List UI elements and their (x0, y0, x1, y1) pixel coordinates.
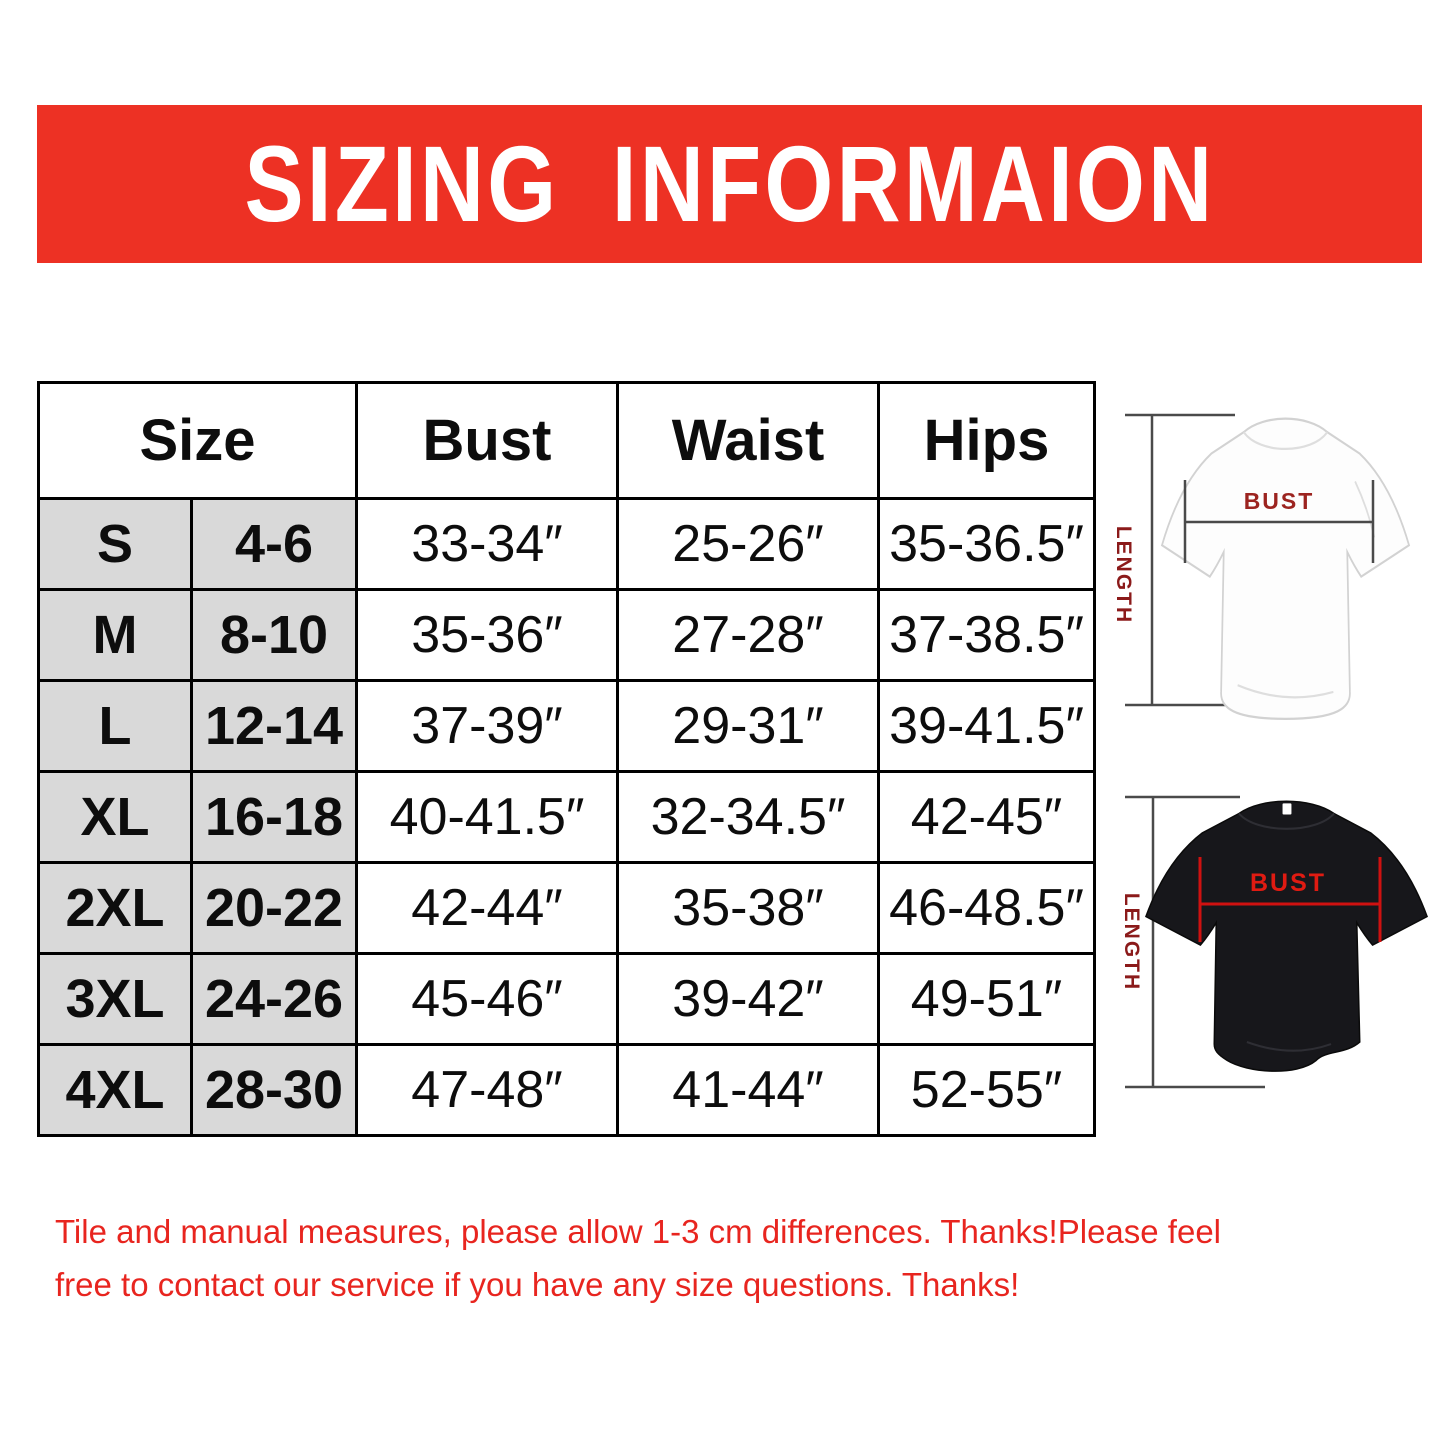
bust-value: 45-46″ (358, 955, 616, 1043)
hips-value: 49-51″ (880, 955, 1093, 1043)
size-label: L (40, 682, 190, 770)
tshirt-outline (1144, 800, 1429, 1072)
black-shirt-svg: BUST LENGTH (1120, 795, 1429, 1089)
length-label: LENGTH (1112, 526, 1135, 624)
waist-value: 32-34.5″ (619, 773, 877, 861)
collar-line (1238, 812, 1335, 830)
col-header-size: Size (40, 384, 355, 497)
hem-fold-line (1246, 1041, 1332, 1052)
bust-label: BUST (1250, 869, 1326, 897)
size-range: 20-22 (193, 864, 355, 952)
size-range: 16-18 (193, 773, 355, 861)
bust-value: 35-36″ (358, 591, 616, 679)
bust-label: BUST (1244, 488, 1315, 514)
size-label: 4XL (40, 1046, 190, 1134)
waist-value: 41-44″ (619, 1046, 877, 1134)
size-label: 2XL (40, 864, 190, 952)
white-shirt-svg: BUST LENGTH (1112, 413, 1411, 720)
waist-value: 35-38″ (619, 864, 877, 952)
hips-value: 39-41.5″ (880, 682, 1093, 770)
size-label: M (40, 591, 190, 679)
sizing-table: Size Bust Waist Hips S 4-6 33-34″ 25-26″… (37, 381, 1096, 1137)
size-label: XL (40, 773, 190, 861)
hips-value: 52-55″ (880, 1046, 1093, 1134)
size-range: 12-14 (193, 682, 355, 770)
note-line-1: Tile and manual measures, please allow 1… (55, 1213, 1222, 1250)
collar-tag (1282, 803, 1292, 815)
col-header-hips: Hips (880, 384, 1093, 497)
size-range: 24-26 (193, 955, 355, 1043)
bust-value: 33-34″ (358, 500, 616, 588)
waist-value: 25-26″ (619, 500, 877, 588)
tshirt-outline (1160, 417, 1411, 720)
bust-value: 37-39″ (358, 682, 616, 770)
hips-value: 35-36.5″ (880, 500, 1093, 588)
white-shirt-diagram: BUST LENGTH (1095, 395, 1445, 740)
size-range: 28-30 (193, 1046, 355, 1134)
size-label: 3XL (40, 955, 190, 1043)
hips-value: 37-38.5″ (880, 591, 1093, 679)
measurement-note: Tile and manual measures, please allow 1… (55, 1205, 1400, 1311)
hips-value: 46-48.5″ (880, 864, 1093, 952)
size-label: S (40, 500, 190, 588)
waist-value: 29-31″ (619, 682, 877, 770)
size-range: 4-6 (193, 500, 355, 588)
hem-fold-line (1237, 684, 1334, 699)
bust-value: 47-48″ (358, 1046, 616, 1134)
size-range: 8-10 (193, 591, 355, 679)
waist-value: 39-42″ (619, 955, 877, 1043)
col-header-bust: Bust (358, 384, 616, 497)
title-banner: SIZING INFORMAION (37, 105, 1422, 263)
col-header-waist: Waist (619, 384, 877, 497)
collar-line (1243, 431, 1328, 450)
page-title: SIZING INFORMAION (244, 123, 1215, 244)
black-tshirt (1144, 800, 1429, 1072)
white-tshirt (1160, 417, 1411, 720)
bust-value: 40-41.5″ (358, 773, 616, 861)
length-label: LENGTH (1120, 893, 1143, 991)
bust-value: 42-44″ (358, 864, 616, 952)
hips-value: 42-45″ (880, 773, 1093, 861)
note-line-2: free to contact our service if you have … (55, 1266, 1020, 1303)
waist-value: 27-28″ (619, 591, 877, 679)
black-shirt-diagram: BUST LENGTH (1095, 762, 1445, 1142)
